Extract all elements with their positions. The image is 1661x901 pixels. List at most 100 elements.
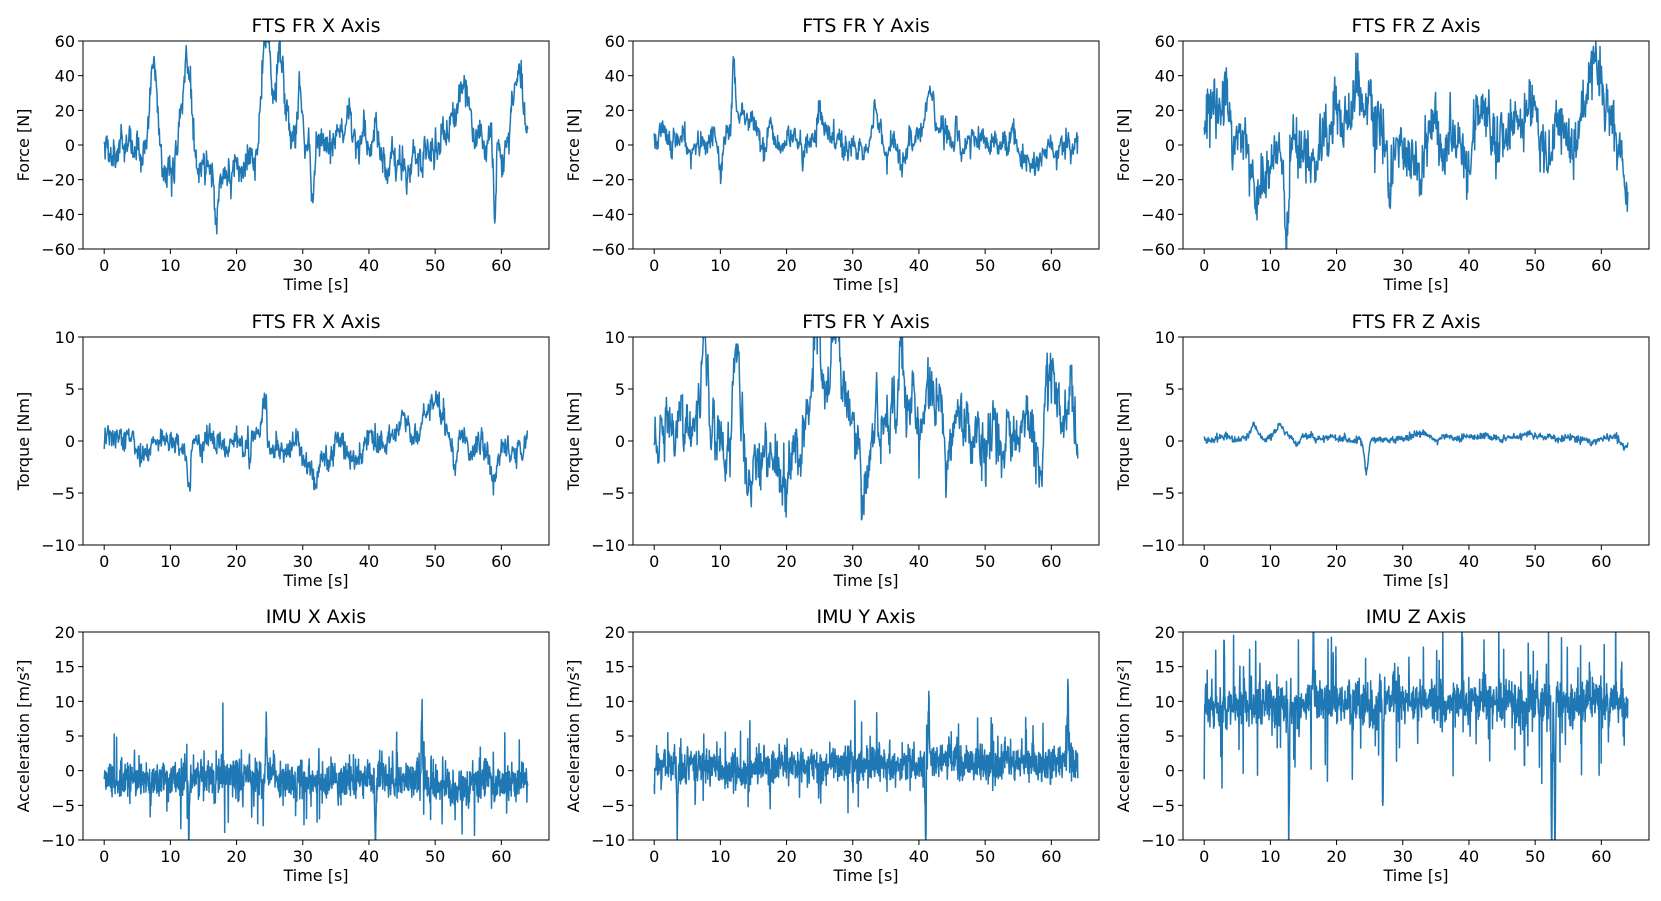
x-tick-label: 50 <box>975 552 995 571</box>
y-tick-label: 15 <box>1155 658 1175 677</box>
series-line-1 <box>653 678 1079 840</box>
x-tick-label: 20 <box>226 256 246 275</box>
y-tick-label: −10 <box>591 831 625 850</box>
x-tick-label: 40 <box>359 256 379 275</box>
y-tick-label: 10 <box>55 328 75 347</box>
y-tick-label: 20 <box>605 623 625 642</box>
x-tick-label: 10 <box>710 256 730 275</box>
y-tick-label: −10 <box>1141 831 1175 850</box>
y-tick-label: 20 <box>605 101 625 120</box>
x-tick-label: 10 <box>710 847 730 866</box>
y-tick-label: −20 <box>591 171 625 190</box>
x-tick-label: 0 <box>649 256 659 275</box>
y-axis-label: Force [N] <box>14 109 33 182</box>
y-tick-label: 5 <box>615 380 625 399</box>
x-tick-label: 60 <box>1591 847 1611 866</box>
y-axis-label: Torque [Nm] <box>564 392 583 491</box>
x-tick-label: 50 <box>425 256 445 275</box>
y-tick-label: 10 <box>605 692 625 711</box>
x-tick-label: 20 <box>226 847 246 866</box>
y-axis-label: Acceleration [m/s²] <box>1114 660 1133 813</box>
y-tick-label: −60 <box>1141 240 1175 259</box>
chart-title: IMU Y Axis <box>816 606 915 628</box>
y-axis-label: Acceleration [m/s²] <box>14 660 33 813</box>
series-line-1 <box>1203 421 1629 476</box>
x-tick-label: 30 <box>1393 847 1413 866</box>
y-tick-label: −10 <box>591 536 625 555</box>
y-tick-label: −10 <box>1141 536 1175 555</box>
x-tick-label: 40 <box>359 552 379 571</box>
x-tick-label: 0 <box>649 552 659 571</box>
y-tick-label: 0 <box>615 762 625 781</box>
y-tick-label: −10 <box>41 831 75 850</box>
y-tick-label: 15 <box>55 658 75 677</box>
y-tick-label: −10 <box>41 536 75 555</box>
y-tick-label: −5 <box>1151 484 1175 503</box>
x-tick-label: 60 <box>1041 552 1061 571</box>
y-tick-label: 5 <box>65 727 75 746</box>
x-tick-label: 30 <box>843 847 863 866</box>
chart-title: FTS FR X Axis <box>252 311 381 333</box>
x-tick-label: 40 <box>909 847 929 866</box>
y-axis-label: Acceleration [m/s²] <box>564 660 583 813</box>
y-tick-label: 20 <box>55 101 75 120</box>
y-tick-label: 5 <box>65 380 75 399</box>
subplot-4: 0 10 20 30 40 50 60 −10 −5 0 5 10 FTS FR X Axis Time … <box>14 311 550 590</box>
y-tick-label: −40 <box>1141 205 1175 224</box>
x-tick-label: 30 <box>293 847 313 866</box>
y-tick-label: 15 <box>605 658 625 677</box>
subplot-7: 0 10 20 30 40 50 60 −10 −5 0 5 10 15 20 IMU X Axis Time… <box>14 606 550 885</box>
chart-title: IMU Z Axis <box>1366 606 1466 628</box>
x-axis-label: Time [s] <box>832 571 898 590</box>
y-tick-label: 0 <box>615 432 625 451</box>
y-tick-label: 40 <box>55 67 75 86</box>
y-axis-label: Force [N] <box>564 109 583 182</box>
y-tick-label: 10 <box>1155 328 1175 347</box>
x-tick-label: 20 <box>1326 552 1346 571</box>
subplot-3: 0 10 20 30 40 50 60 −60 −40 −20 0 20 40 60 FTS FR Z Ax… <box>1114 15 1650 294</box>
y-tick-label: 0 <box>65 762 75 781</box>
chart-title: FTS FR Y Axis <box>802 311 930 333</box>
x-tick-label: 50 <box>975 847 995 866</box>
y-axis-label: Torque [Nm] <box>1114 392 1133 491</box>
subplot-9: 0 10 20 30 40 50 60 −10 −5 0 5 10 15 20 IMU Z Axis Time… <box>1114 606 1650 885</box>
series-line-1 <box>653 56 1079 185</box>
x-tick-label: 10 <box>160 847 180 866</box>
x-tick-label: 0 <box>1199 552 1209 571</box>
x-tick-label: 50 <box>1525 847 1545 866</box>
x-tick-label: 10 <box>160 256 180 275</box>
y-tick-label: −5 <box>1151 796 1175 815</box>
x-tick-label: 60 <box>1591 552 1611 571</box>
y-axis-label: Torque [Nm] <box>14 392 33 491</box>
y-tick-label: 0 <box>1165 432 1175 451</box>
x-tick-label: 40 <box>1459 847 1479 866</box>
x-axis-label: Time [s] <box>832 866 898 885</box>
series-line-1 <box>103 698 529 840</box>
x-tick-label: 30 <box>843 552 863 571</box>
chart-title: FTS FR Z Axis <box>1352 15 1481 37</box>
series-line-1 <box>1203 41 1629 249</box>
x-tick-label: 60 <box>491 256 511 275</box>
x-tick-label: 60 <box>491 847 511 866</box>
plot-frame <box>632 631 1100 841</box>
chart-title: FTS FR Y Axis <box>802 15 930 37</box>
y-tick-label: 40 <box>605 67 625 86</box>
chart-title: IMU X Axis <box>266 606 366 628</box>
chart-title: FTS FR X Axis <box>252 15 381 37</box>
x-tick-label: 60 <box>1591 256 1611 275</box>
x-tick-label: 60 <box>1041 847 1061 866</box>
x-axis-label: Time [s] <box>832 275 898 294</box>
y-tick-label: 60 <box>605 32 625 51</box>
x-tick-label: 40 <box>1459 256 1479 275</box>
series-line-1 <box>653 337 1079 521</box>
y-tick-label: −40 <box>41 205 75 224</box>
y-tick-label: −5 <box>601 796 625 815</box>
x-tick-label: 20 <box>776 847 796 866</box>
x-tick-label: 40 <box>359 847 379 866</box>
y-tick-label: −5 <box>51 484 75 503</box>
x-tick-label: 50 <box>425 552 445 571</box>
plot-frame <box>632 336 1100 546</box>
x-tick-label: 10 <box>710 552 730 571</box>
subplot-1: 0 10 20 30 40 50 60 −60 −40 −20 0 20 40 60 FTS FR X Ax… <box>14 15 550 294</box>
